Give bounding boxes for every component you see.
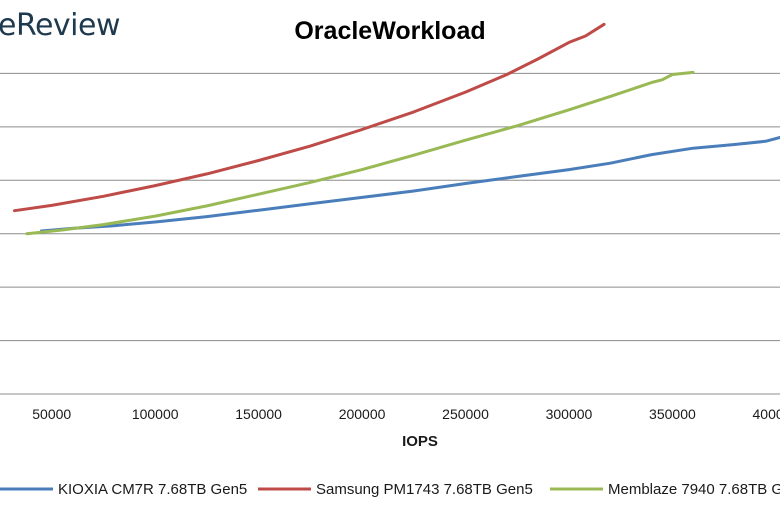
x-tick-label: 300000 <box>546 406 593 422</box>
x-tick-label: 350000 <box>649 406 696 422</box>
series-line <box>39 136 780 233</box>
series-lines <box>13 22 780 236</box>
x-tick-labels: 50000 100000 150000 200000 250000 300000 35000… <box>32 406 780 422</box>
series-line <box>13 22 606 213</box>
x-tick-label: 400000 <box>753 406 780 422</box>
gridlines <box>0 72 780 395</box>
chart-title: OracleWorkload <box>294 17 486 45</box>
x-tick-label: 200000 <box>339 406 386 422</box>
legend-label: KIOXIA CM7R 7.68TB Gen5 <box>58 481 247 498</box>
x-tick-label: 100000 <box>132 406 179 422</box>
x-axis-title: IOPS <box>402 433 438 450</box>
x-tick-label: 50000 <box>32 406 71 422</box>
legend-label: Samsung PM1743 7.68TB Gen5 <box>316 481 533 498</box>
legend-label: Memblaze 7940 7.68TB Gen5 <box>608 481 780 498</box>
x-tick-label: 250000 <box>442 406 489 422</box>
x-tick-label: 150000 <box>235 406 282 422</box>
legend: KIOXIA CM7R 7.68TB Gen5 Samsung PM1743 7.… <box>0 481 780 498</box>
series-line <box>25 70 695 236</box>
brand-logo-text: eReview <box>0 8 121 43</box>
